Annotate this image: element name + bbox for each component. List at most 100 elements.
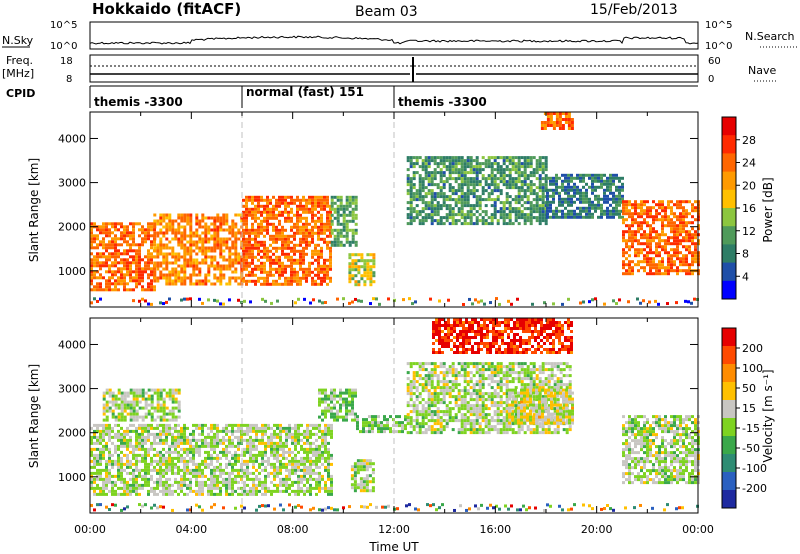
heatmap-cell [252,429,255,433]
heatmap-cell [445,159,449,163]
heatmap-cell [634,212,637,216]
heatmap-cell [330,213,334,217]
heatmap-cell [254,228,257,232]
heatmap-cell [156,423,159,427]
heatmap-cell [649,224,652,228]
heatmap-cell [231,456,234,460]
heatmap-cell [234,459,237,463]
heatmap-cell [114,394,118,398]
heatmap-cell [463,165,467,169]
heatmap-cell [457,201,461,205]
heatmap-cell [529,183,533,187]
heatmap-cell [278,255,281,259]
heatmap-cell [544,174,548,178]
heatmap-cell [469,204,473,208]
heatmap-cell [327,477,330,481]
heatmap-cell [225,228,229,232]
heatmap-cell [287,219,290,223]
heatmap-cell [682,269,685,273]
heatmap-cell [159,246,163,250]
heatmap-cell [427,165,431,169]
heatmap-cell [273,429,276,433]
heatmap-cell [348,195,352,199]
heatmap-cell [318,456,321,460]
heatmap-cell [290,195,293,199]
heatmap-cell [424,159,428,163]
heatmap-cell [682,239,685,243]
freq-panel [89,54,699,83]
heatmap-cell [171,426,174,430]
heatmap-cell [308,201,311,205]
heatmap-cell [201,279,205,283]
heatmap-cell [685,260,688,264]
heatmap-cell [129,391,133,395]
heatmap-cell [603,173,606,177]
heatmap-cell [493,216,497,220]
heatmap-cell [90,480,93,484]
heatmap-cell [300,456,303,460]
heatmap-cell [546,121,550,124]
heatmap-cell [251,225,254,229]
heatmap-cell [243,492,246,496]
heatmap-cell [153,489,156,493]
heatmap-cell [210,249,214,253]
heatmap-cell [105,264,108,268]
heatmap-cell [276,486,279,490]
heatmap-cell [251,231,254,235]
heatmap-cell [637,260,640,264]
heatmap-cell [150,282,153,286]
heatmap-cell [258,477,261,481]
heatmap-cell [248,213,251,217]
heatmap-cell [424,162,428,166]
heatmap-cell [123,462,126,466]
heatmap-cell [275,267,278,271]
heatmap-cell [168,450,171,454]
heatmap-cell [625,272,628,276]
heatmap-cell [254,240,257,244]
heatmap-cell [339,201,343,205]
heatmap-cell [505,174,509,178]
heatmap-cell [649,266,652,270]
heatmap-cell [673,251,676,255]
heatmap-cell [318,429,321,433]
heatmap-cell [93,270,96,274]
heatmap-cell [117,397,121,401]
heatmap-cell [436,207,440,211]
heatmap-cell [457,195,461,199]
heatmap-cell [600,182,603,186]
heatmap-cell [643,200,646,204]
heatmap-cell [117,270,120,274]
heatmap-cell [535,192,539,196]
heatmap-cell [117,406,121,410]
heatmap-cell [487,159,491,163]
heatmap-cell [216,480,219,484]
heatmap-cell [129,423,132,427]
heatmap-cell [189,456,192,460]
heatmap-cell [511,180,515,184]
heatmap-cell [222,483,225,487]
heatmap-cell [180,213,184,217]
heatmap-cell [508,207,512,211]
heatmap-cell [93,486,96,490]
heatmap-cell [171,246,175,250]
heatmap-cell [141,228,144,232]
heatmap-cell [290,246,293,250]
heatmap-cell [141,438,144,442]
heatmap-cell [279,477,282,481]
heatmap-cell [290,210,293,214]
heatmap-cell [213,234,217,238]
heatmap-cell [222,240,226,244]
heatmap-cell [679,251,682,255]
heatmap-cell [99,435,102,439]
heatmap-cell [363,280,367,284]
heatmap-cell [445,195,449,199]
heatmap-cell [114,435,117,439]
heatmap-cell [330,231,334,235]
heatmap-cell [135,438,138,442]
heatmap-cell [667,221,670,225]
heatmap-cell [213,237,217,241]
heatmap-cell [174,258,178,262]
ground-scatter-cell [666,302,669,306]
heatmap-cell [673,248,676,252]
heatmap-cell [297,438,300,442]
